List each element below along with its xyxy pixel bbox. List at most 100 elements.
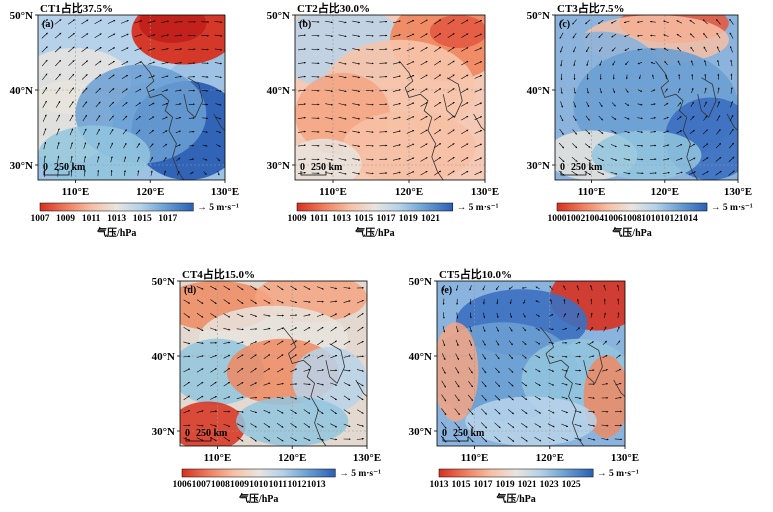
coastline-korea xyxy=(325,343,346,384)
wind-arrow xyxy=(614,438,623,441)
wind-arrow xyxy=(379,75,388,78)
wind-arrow xyxy=(325,117,334,120)
wind-arrow xyxy=(236,423,244,428)
wind-arrow xyxy=(290,327,297,331)
wind-arrow xyxy=(175,116,182,120)
wind-arrow xyxy=(325,158,334,161)
colorbar-tick: 1015 xyxy=(133,214,152,224)
y-tick-label: 40°N xyxy=(10,85,33,97)
wind-arrow xyxy=(356,341,364,345)
wind-arrow xyxy=(585,115,590,121)
wind-arrow xyxy=(365,76,374,79)
wind-arrow xyxy=(69,128,74,136)
wind-arrow xyxy=(547,437,555,442)
wind-arrow xyxy=(447,143,455,149)
wind-arrow xyxy=(558,142,565,149)
wind-arrow xyxy=(325,75,334,79)
wind-arrow xyxy=(559,18,564,25)
y-tick-label: 40°N xyxy=(527,85,550,97)
wind-arrow xyxy=(601,424,609,427)
wind-arrow xyxy=(467,394,474,402)
scale-zero: 0 xyxy=(43,162,48,173)
panel-label: (c) xyxy=(559,19,570,30)
wind-arrow xyxy=(574,437,582,441)
wind-arrow xyxy=(210,285,217,290)
wind-arrow xyxy=(534,423,542,428)
map-frame xyxy=(436,280,626,447)
wind-arrow xyxy=(107,47,116,52)
wind-arrow xyxy=(54,46,62,53)
wind-arrow xyxy=(508,340,513,346)
wind-arrow xyxy=(134,47,142,51)
wind-arrow xyxy=(175,130,182,133)
colorbar-tick: 1009 xyxy=(56,214,75,224)
pressure-region-7 xyxy=(465,396,597,446)
colorbar-tick: 1017 xyxy=(474,480,493,490)
wind-arrow xyxy=(297,158,306,161)
wind-arrow xyxy=(201,89,209,92)
wind-arrow xyxy=(42,87,48,95)
wind-arrow xyxy=(68,73,75,80)
wind-arrow xyxy=(728,142,735,149)
wind-arrow xyxy=(297,144,306,147)
wind-arrow xyxy=(56,128,60,136)
wind-arrow xyxy=(481,367,487,374)
wind-arrow xyxy=(636,144,644,147)
colorbar-tick: 1000 xyxy=(548,214,567,224)
wind-arrow xyxy=(263,299,271,304)
wind-arrow xyxy=(534,409,541,414)
map-frame xyxy=(179,280,368,447)
wind-arrow xyxy=(216,157,221,162)
wind-arrow xyxy=(276,396,284,400)
colorbar-label: 气压/hPa xyxy=(96,226,136,239)
wind-arrow xyxy=(434,115,442,121)
scale-bar xyxy=(300,171,327,176)
wind-arrow xyxy=(392,61,401,65)
wind-arrow xyxy=(617,312,620,319)
wind-arrow xyxy=(236,436,244,442)
wind-arrow xyxy=(495,367,500,374)
wind-arrow xyxy=(558,156,565,163)
wind-arrow xyxy=(136,143,140,149)
wind-arrow xyxy=(196,342,204,345)
wind-arrow xyxy=(290,422,297,428)
wind-arrow xyxy=(196,410,204,413)
wind-arrow xyxy=(730,101,733,108)
map-frame xyxy=(37,14,226,181)
wind-arrow xyxy=(508,367,514,373)
colorbar-tick: 1014 xyxy=(679,214,698,224)
wind-arrow xyxy=(183,368,191,373)
wind-arrow xyxy=(223,423,231,427)
wind-arrow xyxy=(588,369,595,372)
wind-arrow xyxy=(690,101,694,107)
wind-arrow xyxy=(703,46,707,53)
wind-arrow xyxy=(676,144,683,148)
wind-arrow xyxy=(42,114,47,122)
wind-arrow xyxy=(276,409,284,414)
wind-arrow xyxy=(379,48,388,51)
wind-arrow xyxy=(338,172,347,175)
colorbar-tick: 1013 xyxy=(307,480,326,490)
wind-arrow xyxy=(507,409,514,415)
wind-arrow xyxy=(303,327,311,332)
wind-arrow xyxy=(474,75,483,79)
map-frame xyxy=(554,14,739,181)
wind-arrow xyxy=(183,327,191,332)
wind-arrow xyxy=(434,156,442,162)
wind-arrow xyxy=(611,102,616,107)
pressure-field-5 xyxy=(437,281,625,446)
wind-arrow xyxy=(135,115,141,121)
wind-arrow xyxy=(209,327,217,331)
wind-arrow xyxy=(183,286,191,290)
colorbar-tick: 1011 xyxy=(310,214,329,224)
y-tick-label: 50°N xyxy=(409,276,432,288)
wind-arrow xyxy=(297,48,306,51)
wind-arrow xyxy=(615,368,622,372)
wind-arrow xyxy=(481,408,487,415)
wind-arrow xyxy=(461,33,469,38)
wind-arrow xyxy=(338,75,347,79)
wind-arrow xyxy=(121,61,129,66)
wind-arrow xyxy=(571,170,578,176)
wind-arrow xyxy=(447,170,455,176)
wind-arrow xyxy=(161,89,169,92)
